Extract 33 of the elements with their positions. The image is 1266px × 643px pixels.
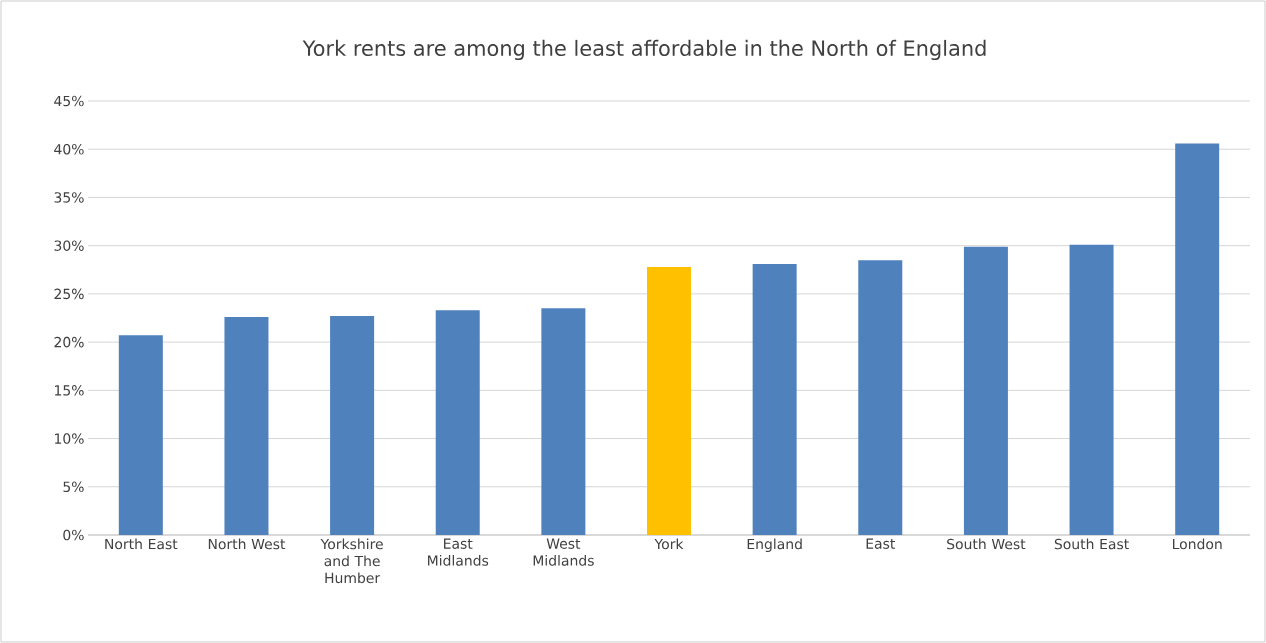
- chart-title: York rents are among the least affordable in the North of England: [302, 39, 986, 61]
- y-tick-label: 35%: [54, 192, 84, 203]
- x-tick-label: York: [654, 538, 684, 550]
- bar: [752, 263, 797, 535]
- y-tick-label: 10%: [55, 433, 84, 444]
- x-tick-label: East Midlands: [428, 538, 489, 566]
- x-tick-label: South West: [947, 538, 1026, 550]
- x-tick-label: London: [1173, 538, 1222, 550]
- bar: [330, 316, 375, 535]
- x-tick-label: England: [747, 538, 802, 553]
- y-tick-label: 0%: [63, 529, 84, 541]
- y-tick-label: 45%: [54, 95, 84, 107]
- x-tick-label: West Midlands: [533, 538, 594, 566]
- bar: [435, 310, 480, 535]
- y-tick-label: 30%: [54, 240, 84, 251]
- bar: [963, 246, 1008, 535]
- bar: [1175, 143, 1220, 535]
- x-tick-label: Yorkshire and The Humber: [320, 538, 383, 584]
- bar: [858, 260, 903, 535]
- x-tick-label: North West: [208, 538, 286, 550]
- bar: [224, 317, 269, 535]
- y-tick-label: 25%: [54, 288, 84, 300]
- y-tick-label: 20%: [54, 336, 84, 348]
- y-tick-label: 40%: [54, 143, 84, 155]
- x-tick-label: East: [866, 538, 895, 549]
- y-tick-label: 5%: [63, 481, 84, 493]
- bar: [541, 308, 586, 535]
- bar: [1069, 244, 1114, 535]
- x-tick-label: North East: [105, 538, 178, 550]
- bar: [647, 266, 691, 535]
- bar: [118, 335, 163, 535]
- x-tick-label: South East: [1054, 538, 1129, 550]
- y-tick-label: 15%: [55, 385, 84, 396]
